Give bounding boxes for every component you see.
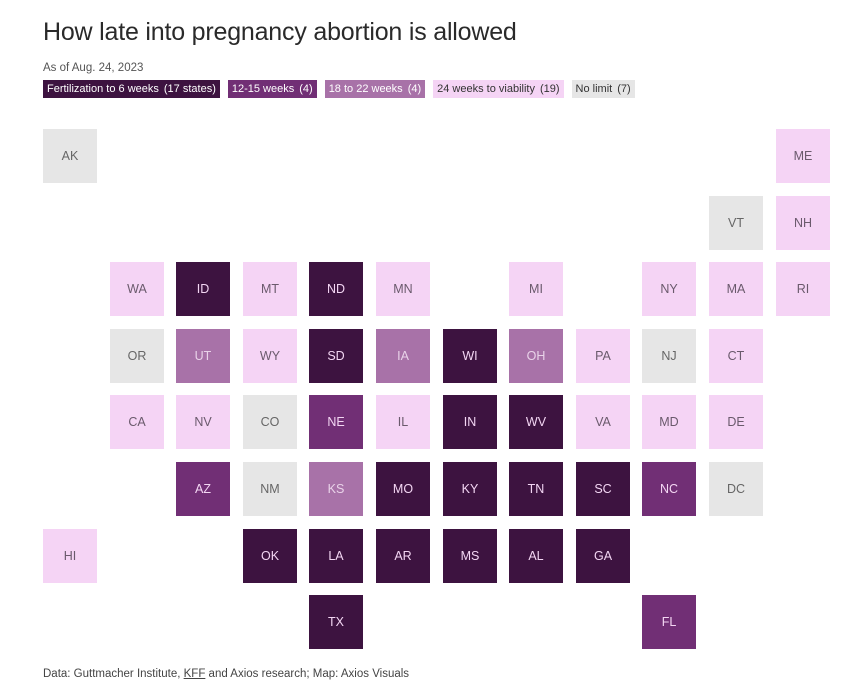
state-tile-ar[interactable]: AR bbox=[376, 529, 430, 583]
state-tile-ut[interactable]: UT bbox=[176, 329, 230, 383]
state-tile-oh[interactable]: OH bbox=[509, 329, 563, 383]
state-tile-ok[interactable]: OK bbox=[243, 529, 297, 583]
state-tile-va[interactable]: VA bbox=[576, 395, 630, 449]
state-tile-mt[interactable]: MT bbox=[243, 262, 297, 316]
state-tile-mi[interactable]: MI bbox=[509, 262, 563, 316]
state-tile-wy[interactable]: WY bbox=[243, 329, 297, 383]
state-tile-wa[interactable]: WA bbox=[110, 262, 164, 316]
legend: Fertilization to 6 weeks (17 states) 12-15… bbox=[43, 80, 635, 98]
state-tile-ks[interactable]: KS bbox=[309, 462, 363, 516]
state-tile-wv[interactable]: WV bbox=[509, 395, 563, 449]
chart-title: How late into pregnancy abortion is allo… bbox=[43, 18, 517, 46]
state-tile-al[interactable]: AL bbox=[509, 529, 563, 583]
state-tile-co[interactable]: CO bbox=[243, 395, 297, 449]
source-prefix: Data: Guttmacher Institute, bbox=[43, 668, 184, 680]
state-tile-ne[interactable]: NE bbox=[309, 395, 363, 449]
state-tile-tx[interactable]: TX bbox=[309, 595, 363, 649]
legend-count: (7) bbox=[617, 83, 631, 95]
state-tile-sd[interactable]: SD bbox=[309, 329, 363, 383]
state-tile-de[interactable]: DE bbox=[709, 395, 763, 449]
legend-item-c0: Fertilization to 6 weeks (17 states) bbox=[43, 80, 220, 98]
kff-link[interactable]: KFF bbox=[183, 668, 206, 680]
state-tile-vt[interactable]: VT bbox=[709, 196, 763, 250]
state-tile-nd[interactable]: ND bbox=[309, 262, 363, 316]
state-tile-in[interactable]: IN bbox=[443, 395, 497, 449]
legend-label: 18 to 22 weeks bbox=[328, 83, 403, 95]
state-tile-id[interactable]: ID bbox=[176, 262, 230, 316]
source-note: Data: Guttmacher Institute, KFF and Axio… bbox=[43, 668, 409, 680]
state-tile-ky[interactable]: KY bbox=[443, 462, 497, 516]
state-tile-il[interactable]: IL bbox=[376, 395, 430, 449]
state-tile-mn[interactable]: MN bbox=[376, 262, 430, 316]
state-tile-ms[interactable]: MS bbox=[443, 529, 497, 583]
state-tile-ny[interactable]: NY bbox=[642, 262, 696, 316]
state-tile-ak[interactable]: AK bbox=[43, 129, 97, 183]
legend-label: No limit bbox=[575, 83, 613, 95]
state-tile-pa[interactable]: PA bbox=[576, 329, 630, 383]
state-tile-nv[interactable]: NV bbox=[176, 395, 230, 449]
state-tile-nh[interactable]: NH bbox=[776, 196, 830, 250]
date-subtitle: As of Aug. 24, 2023 bbox=[43, 62, 144, 74]
state-tile-wi[interactable]: WI bbox=[443, 329, 497, 383]
state-tile-tn[interactable]: TN bbox=[509, 462, 563, 516]
legend-item-c4: No limit (7) bbox=[571, 80, 635, 98]
legend-count: (4) bbox=[299, 83, 313, 95]
state-tile-md[interactable]: MD bbox=[642, 395, 696, 449]
state-tile-ca[interactable]: CA bbox=[110, 395, 164, 449]
state-tile-nj[interactable]: NJ bbox=[642, 329, 696, 383]
legend-item-c3: 24 weeks to viability (19) bbox=[433, 80, 564, 98]
legend-count: (19) bbox=[539, 83, 560, 95]
legend-label: 12-15 weeks bbox=[231, 83, 295, 95]
state-tile-la[interactable]: LA bbox=[309, 529, 363, 583]
state-tile-ma[interactable]: MA bbox=[709, 262, 763, 316]
state-tile-or[interactable]: OR bbox=[110, 329, 164, 383]
source-suffix: and Axios research; Map: Axios Visuals bbox=[205, 668, 410, 680]
state-tile-nc[interactable]: NC bbox=[642, 462, 696, 516]
state-tile-az[interactable]: AZ bbox=[176, 462, 230, 516]
state-tile-mo[interactable]: MO bbox=[376, 462, 430, 516]
state-tile-fl[interactable]: FL bbox=[642, 595, 696, 649]
legend-count: (17 states) bbox=[163, 83, 216, 95]
state-tile-nm[interactable]: NM bbox=[243, 462, 297, 516]
legend-count: (4) bbox=[407, 83, 422, 95]
state-tile-ia[interactable]: IA bbox=[376, 329, 430, 383]
state-tile-ga[interactable]: GA bbox=[576, 529, 630, 583]
state-tile-hi[interactable]: HI bbox=[43, 529, 97, 583]
legend-label: Fertilization to 6 weeks bbox=[47, 83, 159, 95]
state-tile-me[interactable]: ME bbox=[776, 129, 830, 183]
state-tile-ct[interactable]: CT bbox=[709, 329, 763, 383]
state-tile-sc[interactable]: SC bbox=[576, 462, 630, 516]
legend-label: 24 weeks to viability bbox=[437, 83, 535, 95]
legend-item-c2: 18 to 22 weeks (4) bbox=[324, 80, 426, 98]
state-tile-dc[interactable]: DC bbox=[709, 462, 763, 516]
state-tile-ri[interactable]: RI bbox=[776, 262, 830, 316]
legend-item-c1: 12-15 weeks (4) bbox=[227, 80, 317, 98]
